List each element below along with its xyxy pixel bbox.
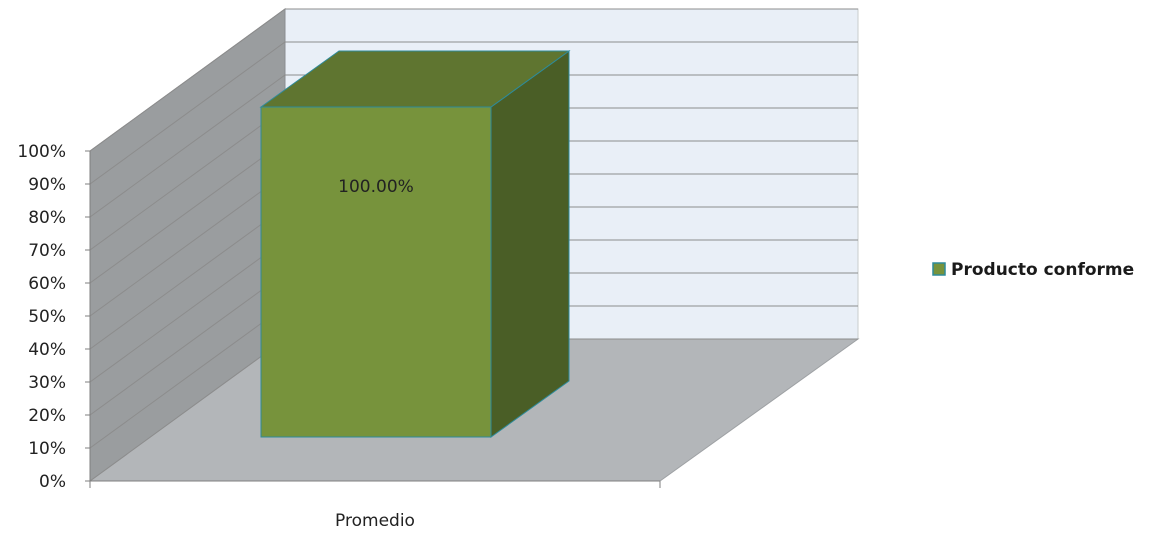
bar-side — [490, 50, 570, 438]
y-tick-label: 60% — [28, 274, 66, 294]
y-tick-label: 30% — [28, 373, 66, 393]
y-tick-label: 70% — [28, 241, 66, 261]
y-tick-label: 80% — [28, 208, 66, 228]
bar — [260, 106, 492, 438]
y-tick-label: 100% — [17, 142, 66, 162]
legend-label: Producto conforme — [951, 260, 1134, 280]
side-gridline — [89, 338, 286, 482]
side-gridline — [89, 272, 286, 416]
bars — [259, 50, 571, 438]
side-gridline — [89, 107, 286, 251]
x-axis: Promedio — [89, 480, 661, 531]
side-gridline — [89, 41, 286, 185]
side-gridline — [89, 140, 286, 284]
side-gridline — [89, 206, 286, 350]
legend-swatch — [932, 262, 946, 276]
side-gridline — [89, 305, 286, 449]
y-tick-label: 40% — [28, 340, 66, 360]
legend: Producto conforme — [932, 260, 1134, 280]
side-gridline — [89, 8, 286, 152]
data-labels: 100.00% — [338, 177, 414, 197]
data-label: 100.00% — [338, 177, 414, 197]
side-gridline — [89, 74, 286, 218]
y-tick-label: 0% — [39, 472, 66, 492]
y-tick-label: 20% — [28, 406, 66, 426]
side-gridline — [89, 173, 286, 317]
y-tick-label: 90% — [28, 175, 66, 195]
y-tick-label: 10% — [28, 439, 66, 459]
side-gridline — [89, 239, 286, 383]
y-tick-label: 50% — [28, 307, 66, 327]
x-tick-label: Promedio — [335, 511, 415, 531]
y-axis: 0% 10% 20% 30% 40% 50% 60% 70% 80% 90% 100% — [17, 142, 91, 492]
